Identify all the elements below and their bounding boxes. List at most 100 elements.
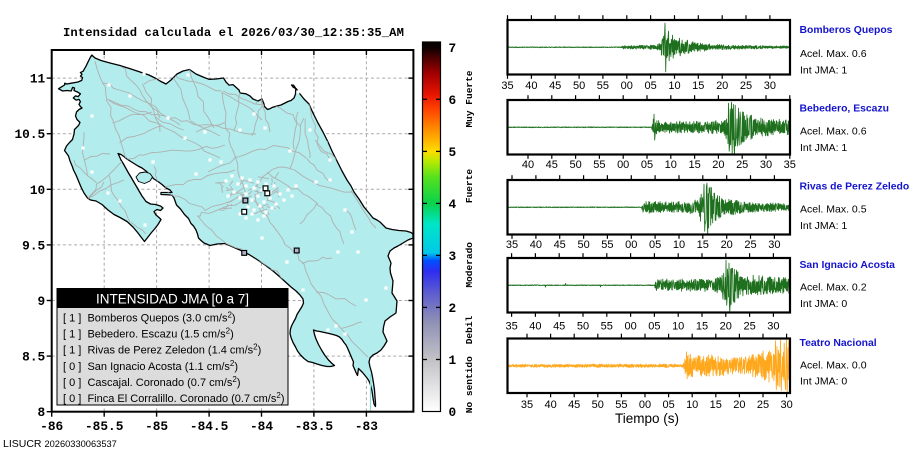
svg-text:25: 25 <box>743 321 755 333</box>
svg-text:30: 30 <box>764 80 776 92</box>
svg-text:INTENSIDAD JMA [0 a 7]: INTENSIDAD JMA [0 a 7] <box>96 292 249 307</box>
svg-text:No sentido: No sentido <box>464 356 475 413</box>
svg-text:00: 00 <box>617 159 629 171</box>
svg-text:[ 0 ] Finca El Corralillo. Co: [ 0 ] Finca El Corralillo. Coronado (0.7… <box>63 391 284 405</box>
svg-text:8: 8 <box>38 405 46 420</box>
svg-text:Tiempo (s): Tiempo (s) <box>615 411 679 426</box>
svg-text:50: 50 <box>577 239 589 251</box>
svg-text:30: 30 <box>780 399 792 411</box>
svg-text:15: 15 <box>688 159 700 171</box>
svg-text:Int JMA: 1: Int JMA: 1 <box>800 65 847 77</box>
svg-text:00: 00 <box>624 321 636 333</box>
svg-text:Debil: Debil <box>464 315 475 344</box>
svg-text:05: 05 <box>641 159 653 171</box>
svg-text:45: 45 <box>546 159 558 171</box>
svg-text:Int JMA: 1: Int JMA: 1 <box>800 142 847 154</box>
svg-text:05: 05 <box>662 399 674 411</box>
svg-text:Muy Fuerte: Muy Fuerte <box>464 70 475 127</box>
svg-text:11: 11 <box>30 72 46 87</box>
svg-text:10: 10 <box>673 239 685 251</box>
svg-text:40: 40 <box>544 399 556 411</box>
svg-text:25: 25 <box>740 80 752 92</box>
svg-text:-83: -83 <box>355 419 378 434</box>
svg-text:20: 20 <box>721 239 733 251</box>
svg-text:10: 10 <box>665 159 677 171</box>
svg-text:55: 55 <box>601 321 613 333</box>
svg-text:05: 05 <box>648 321 660 333</box>
svg-text:20: 20 <box>712 159 724 171</box>
svg-text:05: 05 <box>649 239 661 251</box>
svg-text:35: 35 <box>501 80 513 92</box>
svg-text:15: 15 <box>710 399 722 411</box>
svg-text:50: 50 <box>592 399 604 411</box>
svg-text:10: 10 <box>668 80 680 92</box>
svg-text:45: 45 <box>568 399 580 411</box>
svg-text:Fuerte: Fuerte <box>464 169 475 204</box>
svg-text:-85: -85 <box>145 419 168 434</box>
svg-text:Teatro Nacional: Teatro Nacional <box>800 338 877 349</box>
svg-text:35: 35 <box>506 239 518 251</box>
svg-text:30: 30 <box>760 159 772 171</box>
svg-text:15: 15 <box>696 321 708 333</box>
svg-text:30: 30 <box>767 321 779 333</box>
svg-text:Int JMA: 0: Int JMA: 0 <box>800 298 847 310</box>
svg-text:4: 4 <box>449 197 457 212</box>
svg-text:55: 55 <box>601 239 613 251</box>
svg-text:55: 55 <box>593 159 605 171</box>
svg-text:9.5: 9.5 <box>22 238 45 253</box>
svg-text:15: 15 <box>697 239 709 251</box>
svg-text:8.5: 8.5 <box>22 350 45 365</box>
svg-text:[ 1 ] Bebedero. Escazu (1.5 c: [ 1 ] Bebedero. Escazu (1.5 cm/s2) <box>63 327 234 341</box>
svg-text:[ 1 ] Rivas de Perez Zeledon: [ 1 ] Rivas de Perez Zeledon (1.4 cm/s2) <box>63 343 261 357</box>
svg-text:40: 40 <box>529 321 541 333</box>
svg-text:10: 10 <box>672 321 684 333</box>
svg-text:50: 50 <box>577 321 589 333</box>
svg-text:25: 25 <box>757 399 769 411</box>
svg-text:[ 1 ] Bomberos Quepos (3.0 cm: [ 1 ] Bomberos Quepos (3.0 cm/s2) <box>63 311 236 325</box>
svg-text:20: 20 <box>720 321 732 333</box>
svg-text:10: 10 <box>30 183 45 198</box>
svg-text:40: 40 <box>530 239 542 251</box>
svg-text:20: 20 <box>716 80 728 92</box>
svg-text:San Ignacio Acosta: San Ignacio Acosta <box>800 260 896 271</box>
svg-text:[ 0 ] Cascajal. Coronado (0.7: [ 0 ] Cascajal. Coronado (0.7 cm/s2) <box>63 375 240 389</box>
svg-text:45: 45 <box>549 80 561 92</box>
svg-text:-84.5: -84.5 <box>190 419 229 434</box>
svg-text:[ 0 ] San Ignacio Acosta (1.1: [ 0 ] San Ignacio Acosta (1.1 cm/s2) <box>63 359 238 373</box>
svg-text:50: 50 <box>569 159 581 171</box>
svg-text:15: 15 <box>692 80 704 92</box>
svg-text:Acel. Max. 0.2: Acel. Max. 0.2 <box>800 281 867 293</box>
svg-text:35: 35 <box>505 321 517 333</box>
svg-text:LISUCR 20260330063537: LISUCR 20260330063537 <box>3 438 117 450</box>
svg-text:1: 1 <box>449 353 457 368</box>
svg-text:Acel. Max. 0.6: Acel. Max. 0.6 <box>800 126 867 138</box>
svg-text:Acel. Max. 0.6: Acel. Max. 0.6 <box>800 48 867 60</box>
svg-text:Bomberos Quepos: Bomberos Quepos <box>800 25 893 36</box>
svg-text:50: 50 <box>573 80 585 92</box>
svg-text:3: 3 <box>449 249 457 264</box>
svg-text:Moderado: Moderado <box>464 242 475 288</box>
svg-text:25: 25 <box>736 159 748 171</box>
svg-text:45: 45 <box>554 239 566 251</box>
svg-text:Rivas de Perez Zeledon: Rivas de Perez Zeledon <box>800 182 910 193</box>
svg-text:0: 0 <box>449 405 457 420</box>
svg-text:35: 35 <box>784 159 796 171</box>
svg-text:05: 05 <box>644 80 656 92</box>
svg-text:55: 55 <box>615 399 627 411</box>
svg-text:40: 40 <box>522 159 534 171</box>
svg-text:6: 6 <box>449 93 457 108</box>
svg-text:Intensidad calculada el 2026/0: Intensidad calculada el 2026/03/30_12:35… <box>63 26 404 40</box>
svg-text:Int JMA: 1: Int JMA: 1 <box>800 220 847 232</box>
svg-text:Int JMA: 0: Int JMA: 0 <box>800 376 847 388</box>
svg-text:45: 45 <box>553 321 565 333</box>
svg-text:Bebedero, Escazu: Bebedero, Escazu <box>800 103 890 114</box>
svg-text:9: 9 <box>38 294 46 309</box>
svg-text:2: 2 <box>449 301 457 316</box>
svg-text:Acel. Max. 0.0: Acel. Max. 0.0 <box>800 360 867 372</box>
svg-text:20: 20 <box>733 399 745 411</box>
svg-text:00: 00 <box>639 399 651 411</box>
svg-text:7: 7 <box>449 41 457 56</box>
svg-text:40: 40 <box>525 80 537 92</box>
svg-text:-86: -86 <box>40 419 63 434</box>
svg-text:00: 00 <box>625 239 637 251</box>
